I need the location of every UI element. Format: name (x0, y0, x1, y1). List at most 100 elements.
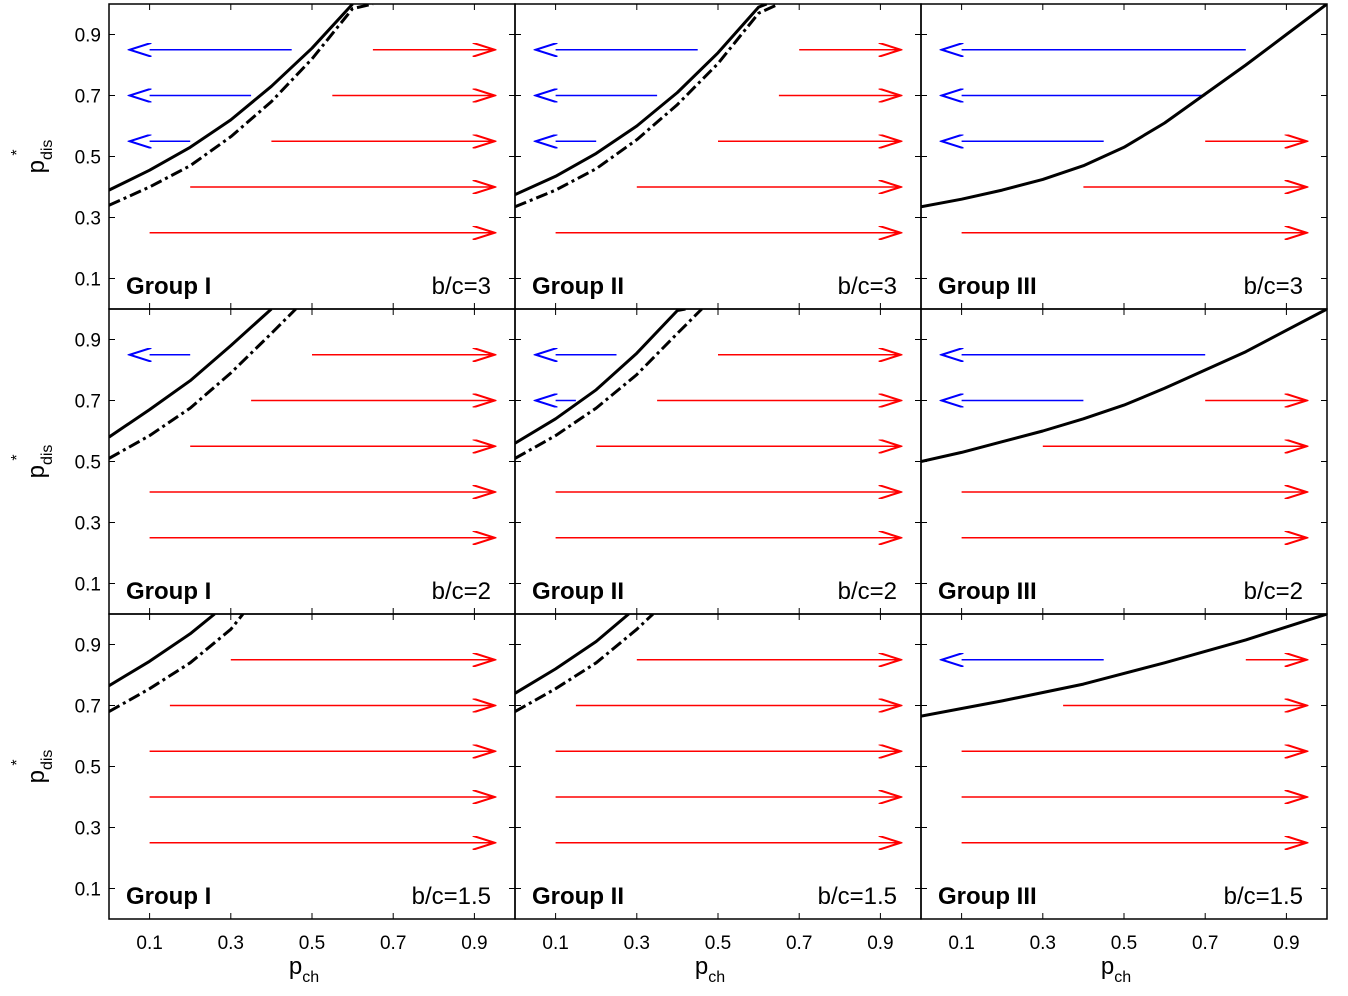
curves (921, 614, 1327, 718)
solid-curve (921, 4, 1327, 209)
y-tick-label: 0.1 (75, 270, 101, 291)
tick-marks (515, 614, 921, 919)
group-label: Group II (532, 578, 624, 605)
tick-marks (921, 309, 1327, 614)
group-label: Group I (126, 578, 211, 605)
bc-label: b/c=1.5 (818, 883, 897, 910)
x-tick-label: 0.9 (1273, 933, 1299, 954)
dashdot-curve (109, 309, 297, 460)
y-axis-label: pdis (23, 140, 56, 174)
tick-marks (921, 4, 1327, 309)
flow-arrows (962, 50, 1307, 233)
solid-curve (109, 309, 273, 439)
bc-label: b/c=3 (838, 273, 897, 300)
x-axis-label: pch (289, 953, 319, 986)
flow-arrows (556, 355, 901, 538)
dashdot-curve (515, 4, 780, 209)
y-tick-label: 0.5 (75, 758, 101, 779)
x-tick-label: 0.7 (1192, 933, 1218, 954)
curves (515, 614, 655, 713)
y-tick-label: 0.5 (75, 453, 101, 474)
dashdot-curve (515, 614, 655, 713)
x-axis-label-sub: ch (708, 969, 725, 986)
x-tick-label: 0.5 (299, 933, 325, 954)
y-axis-label-sub: dis (39, 445, 56, 465)
x-axis-label: pch (1101, 953, 1131, 986)
y-tick-label: 0.3 (75, 514, 101, 535)
group-label: Group I (126, 273, 211, 300)
bc-label: b/c=2 (432, 578, 491, 605)
x-tick-label: 0.1 (136, 933, 162, 954)
x-tick-label: 0.5 (705, 933, 731, 954)
solid-curve (515, 309, 686, 445)
solid-curve (921, 309, 1327, 463)
curves (921, 4, 1327, 209)
flow-arrows (962, 355, 1307, 538)
y-axis-label-main: p (23, 770, 50, 783)
y-tick-label: 0.5 (75, 148, 101, 169)
y-axis-label-sup: * (9, 454, 26, 460)
curves (109, 4, 374, 207)
group-label: Group I (126, 883, 211, 910)
panel-frame (920, 613, 1328, 920)
y-tick-label: 0.3 (75, 209, 101, 230)
y-axis-label: pdis (23, 445, 56, 479)
flow-arrows (150, 355, 495, 538)
flow-arrows (556, 50, 901, 233)
y-axis-label-sup: * (9, 759, 26, 765)
y-tick-label: 0.3 (75, 819, 101, 840)
x-axis-label-main: p (289, 953, 302, 980)
x-tick-label: 0.9 (867, 933, 893, 954)
y-axis-label: pdis (23, 750, 56, 784)
curves (921, 309, 1327, 463)
y-tick-label: 0.9 (75, 26, 101, 47)
bc-label: b/c=1.5 (412, 883, 491, 910)
bc-label: b/c=2 (1244, 578, 1303, 605)
solid-curve (109, 4, 354, 192)
x-tick-label: 0.5 (1111, 933, 1137, 954)
y-tick-label: 0.7 (75, 697, 101, 718)
x-tick-label: 0.1 (542, 933, 568, 954)
tick-marks (109, 309, 515, 614)
x-axis-label-main: p (695, 953, 708, 980)
curves (515, 309, 703, 460)
y-axis-label-main: p (23, 465, 50, 478)
x-tick-label: 0.9 (461, 933, 487, 954)
flow-arrows (150, 50, 495, 233)
y-tick-label: 0.7 (75, 87, 101, 108)
solid-curve (515, 4, 768, 196)
solid-curve (515, 614, 630, 695)
x-axis-label-sub: ch (1114, 969, 1131, 986)
panel-3-3: 0.1 0.3 0.5 0.7 0.9 pch Group III b/c=1.5 (920, 613, 1328, 986)
x-tick-label: 0.3 (218, 933, 244, 954)
flow-arrows (962, 660, 1307, 843)
y-tick-label: 0.1 (75, 575, 101, 596)
y-tick-label: 0.1 (75, 880, 101, 901)
flow-arrows (555, 660, 901, 843)
group-label: Group II (532, 883, 624, 910)
panel-1-2: Group II b/c=3 (514, 3, 922, 310)
tick-marks (515, 4, 921, 309)
tick-marks (109, 614, 515, 919)
y-axis-label-sub: dis (39, 750, 56, 770)
curves (109, 614, 245, 713)
x-tick-label: 0.7 (786, 933, 812, 954)
x-axis-label: pch (695, 953, 725, 986)
group-label: Group III (938, 883, 1037, 910)
curves (515, 4, 780, 209)
x-tick-label: 0.7 (380, 933, 406, 954)
y-axis-label-sub: dis (39, 140, 56, 160)
y-tick-label: 0.7 (75, 392, 101, 413)
bc-label: b/c=3 (432, 273, 491, 300)
tick-marks (109, 4, 515, 309)
solid-curve (109, 614, 216, 687)
y-tick-label: 0.9 (75, 636, 101, 657)
dashdot-curve (109, 4, 374, 207)
x-tick-label: 0.3 (1030, 933, 1056, 954)
x-axis-label-sub: ch (302, 969, 319, 986)
